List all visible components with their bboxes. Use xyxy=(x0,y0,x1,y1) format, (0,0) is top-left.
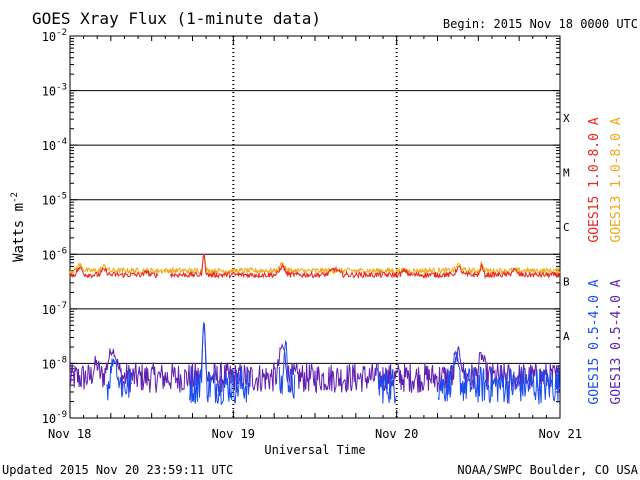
flare-class-label: A xyxy=(563,330,570,343)
y-tick-label: 10-3 xyxy=(42,83,67,99)
series-line xyxy=(106,321,561,406)
x-tick-label: Nov 21 xyxy=(539,427,582,441)
source-text: NOAA/SWPC Boulder, CO USA xyxy=(457,463,638,477)
y-tick-label: 10-4 xyxy=(42,137,67,153)
y-axis-label: Watts m-2 xyxy=(10,192,27,262)
flare-class-label: C xyxy=(563,221,570,234)
legend-item: GOES15 1.0-8.0 A xyxy=(587,117,602,242)
y-axis-label-exp: -2 xyxy=(10,192,20,203)
begin-label: Begin: 2015 Nov 18 0000 UTC xyxy=(443,17,638,31)
y-axis-label-text: Watts m xyxy=(11,203,27,262)
flare-class-label: B xyxy=(563,276,570,289)
y-tick-label: 10-5 xyxy=(42,192,67,208)
x-tick-label: Nov 20 xyxy=(375,427,418,441)
x-tick-label: Nov 19 xyxy=(212,427,255,441)
legend-item: GOES15 0.5-4.0 A xyxy=(587,279,602,404)
y-tick-label: 10-9 xyxy=(42,410,67,426)
flare-class-label: X xyxy=(563,112,570,125)
svg-text:Watts m-2: Watts m-2 xyxy=(10,192,27,262)
y-tick-label: 10-2 xyxy=(42,28,67,44)
series-layer xyxy=(69,253,561,406)
flare-class-labels: X M C B A xyxy=(563,112,570,343)
series-line xyxy=(69,323,561,394)
x-axis-label: Universal Time xyxy=(264,443,365,457)
day-dividers xyxy=(232,36,398,418)
series-line xyxy=(69,253,561,276)
legend-item: GOES13 0.5-4.0 A xyxy=(609,279,624,404)
legend-item: GOES13 1.0-8.0 A xyxy=(609,117,624,242)
legend: GOES15 1.0-8.0 A GOES13 1.0-8.0 A GOES15 0… xyxy=(587,117,624,404)
flare-class-label: M xyxy=(563,166,570,179)
y-tick-label: 10-6 xyxy=(42,246,67,262)
chart-title: GOES Xray Flux (1-minute data) xyxy=(32,9,321,28)
grid-lines xyxy=(70,90,560,364)
y-tick-label: 10-7 xyxy=(42,301,67,317)
series-line xyxy=(69,253,561,280)
y-tick-label: 10-8 xyxy=(42,355,67,371)
x-axis: Nov 18 Nov 19 Nov 20 Nov 21 xyxy=(48,36,582,441)
plot-frame xyxy=(69,35,561,419)
x-tick-label: Nov 18 xyxy=(48,427,91,441)
updated-text: Updated 2015 Nov 20 23:59:11 UTC xyxy=(2,463,233,477)
